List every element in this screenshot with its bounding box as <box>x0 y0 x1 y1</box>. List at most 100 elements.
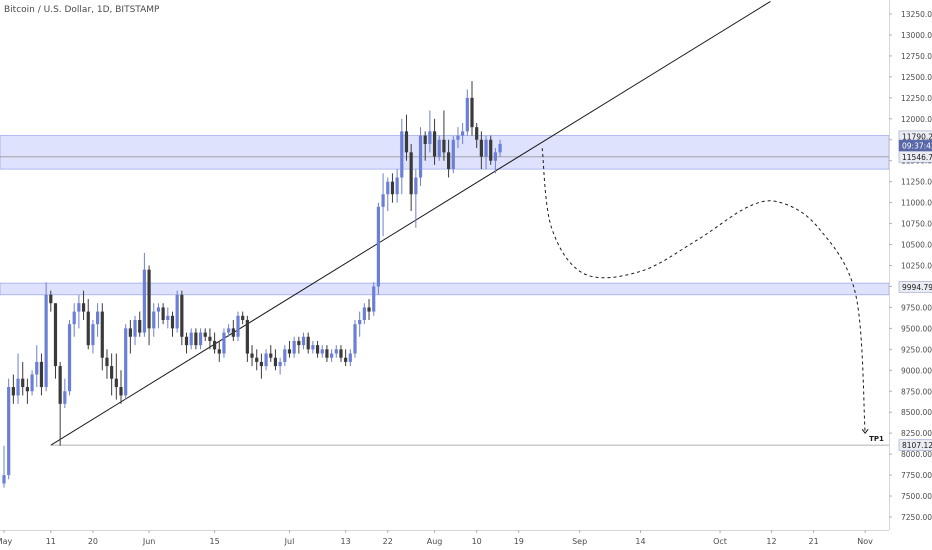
candle <box>442 110 446 161</box>
candle-body <box>283 349 287 362</box>
candle <box>227 324 231 337</box>
y-tick-label: 8750.00 <box>901 387 932 396</box>
candle-body <box>348 353 352 362</box>
y-tick-label: 10750.00 <box>901 220 932 229</box>
candle <box>269 345 273 362</box>
y-tick-label: 8250.00 <box>901 429 932 438</box>
candle <box>81 290 86 320</box>
candle <box>21 361 25 396</box>
candle-body <box>156 307 161 312</box>
candle-body <box>381 194 385 207</box>
price-tag-label: 11790.24 <box>902 132 932 141</box>
candle <box>72 303 76 337</box>
candle <box>170 311 175 337</box>
candle <box>96 303 100 337</box>
candle <box>7 378 11 480</box>
candle-body <box>91 324 95 346</box>
candle-body <box>152 311 156 329</box>
candle-body <box>489 139 493 161</box>
candle <box>105 349 109 379</box>
candle <box>414 169 418 228</box>
candle-body <box>386 181 390 195</box>
candle-body <box>147 269 151 329</box>
candle <box>306 332 310 354</box>
candle-body <box>124 328 128 396</box>
candle-body <box>58 366 62 404</box>
candle-body <box>437 139 441 157</box>
candle-body <box>311 345 315 350</box>
candle-body <box>264 353 268 367</box>
candle <box>461 122 465 144</box>
candle-body <box>53 303 58 367</box>
candle-body <box>30 374 34 392</box>
candle <box>493 148 497 174</box>
y-tick-label: 11000.00 <box>901 199 932 208</box>
candle <box>184 332 189 354</box>
candle <box>241 311 245 325</box>
x-tick-label: 22 <box>383 537 393 546</box>
candle-body <box>11 387 15 396</box>
candle-body <box>493 152 497 161</box>
candle <box>339 345 343 362</box>
y-tick-label: 12500.00 <box>901 73 932 82</box>
y-tick-label: 8500.00 <box>901 408 932 417</box>
price-tag-label: 11546.74 <box>902 153 932 162</box>
candle-body <box>142 269 146 333</box>
candle <box>77 294 81 329</box>
candle <box>11 374 15 404</box>
candle <box>372 282 376 316</box>
candle-body <box>217 349 221 354</box>
candle-body <box>39 361 44 388</box>
candle <box>53 303 58 379</box>
candle <box>152 303 156 337</box>
candle-body <box>25 387 29 392</box>
candle-body <box>461 131 465 136</box>
x-tick-label: Nov <box>857 537 873 546</box>
candle <box>278 357 282 375</box>
candle <box>49 290 53 312</box>
candle <box>479 131 483 170</box>
candle <box>156 303 161 329</box>
candle-body <box>241 315 245 320</box>
candle-body <box>49 294 53 304</box>
candle-body <box>161 307 165 320</box>
y-tick-label: 9000.00 <box>901 366 932 375</box>
candle <box>138 311 142 337</box>
candle-body <box>21 378 25 388</box>
candle-body <box>330 353 334 358</box>
y-tick-label: 7500.00 <box>901 492 932 501</box>
candle <box>465 89 469 136</box>
candle-body <box>344 357 348 362</box>
candle-body <box>119 387 123 396</box>
x-tick-label: 13 <box>341 537 351 546</box>
candle <box>489 135 493 165</box>
target-label-tp1: TP1 <box>869 435 884 443</box>
x-tick-label: 15 <box>210 537 220 546</box>
y-tick-label: 10500.00 <box>901 241 932 250</box>
candle <box>475 122 479 149</box>
candle-body <box>208 336 212 341</box>
candle-body <box>81 303 86 312</box>
candle <box>498 139 502 157</box>
candle <box>63 378 67 409</box>
candle-body <box>498 143 502 153</box>
candle <box>255 349 259 371</box>
candle-body <box>203 332 207 337</box>
candle-body <box>278 361 282 367</box>
candle-body <box>470 97 474 128</box>
candle-body <box>110 366 114 379</box>
candle-body <box>339 349 343 358</box>
candle-body <box>180 294 184 337</box>
candle <box>39 353 44 396</box>
y-tick-label: 7250.00 <box>901 513 932 522</box>
y-tick-label: 11250.00 <box>901 178 932 187</box>
candle <box>259 353 263 379</box>
x-tick-label: Aug <box>427 537 443 546</box>
y-tick-label: 9750.00 <box>901 303 932 312</box>
candle-body <box>372 286 376 312</box>
candle-body <box>414 177 418 195</box>
candle <box>409 143 413 212</box>
candle <box>194 328 198 350</box>
candle <box>2 445 6 488</box>
